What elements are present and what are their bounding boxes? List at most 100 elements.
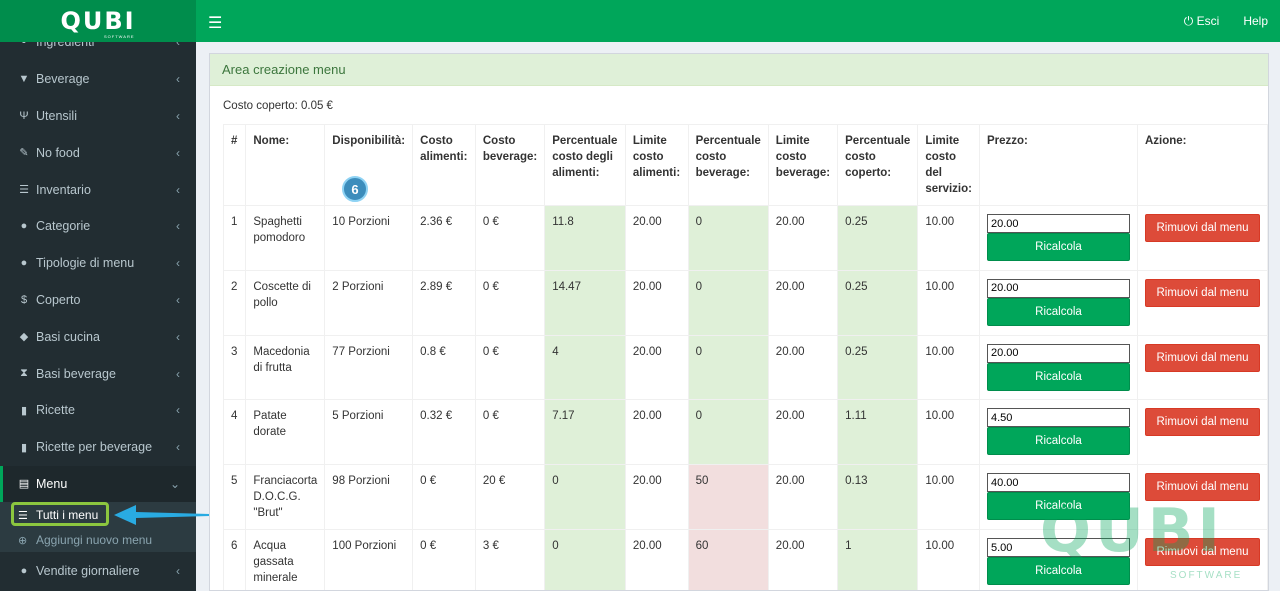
cell-pc: 0.25 <box>837 205 919 271</box>
chevron-left-icon: ‹ <box>176 329 180 344</box>
glass-icon: ▼ <box>18 73 30 86</box>
cell-pa: 11.8 <box>544 205 626 271</box>
logout-link[interactable]: ⏻ Esci <box>1184 14 1220 29</box>
power-icon: ⏻ <box>1183 14 1194 28</box>
logo-subtitle: SOFTWARE <box>104 34 135 39</box>
sidebar-item-basi-cucina[interactable]: ◆ Basi cucina ‹ <box>0 318 196 355</box>
remove-from-menu-button[interactable]: Rimuovi dal menu <box>1144 408 1260 437</box>
sidebar-item-label: Menu <box>36 476 68 491</box>
price-input[interactable] <box>986 214 1130 233</box>
remove-from-menu-button[interactable]: Rimuovi dal menu <box>1144 473 1260 502</box>
sidebar-item-ricette[interactable]: ▮ Ricette ‹ <box>0 392 196 429</box>
cell-price: Ricalcola <box>978 269 1138 336</box>
cell-pb: 0 <box>687 269 769 336</box>
cell-action: Rimuovi dal menu <box>1136 334 1268 401</box>
column-header: Limite costo beverage: <box>767 124 839 206</box>
cell-ca: 2.89 € <box>412 269 476 336</box>
sidebar-item-utensili[interactable]: Ψ Utensili ‹ <box>0 98 196 135</box>
sidebar-item-inventario[interactable]: ☰ Inventario ‹ <box>0 171 196 208</box>
price-input[interactable] <box>986 408 1130 428</box>
cell-disp: 5 Porzioni <box>324 399 414 466</box>
cell-cb: 3 € <box>474 529 546 590</box>
cell-pa: 4 <box>544 334 626 401</box>
sidebar-item-beverage[interactable]: ▼ Beverage ‹ <box>0 61 196 98</box>
price-input[interactable] <box>986 473 1130 493</box>
cell-price: Ricalcola <box>978 529 1138 590</box>
sidebar-menu: ▪ Ingredienti ‹ ▼ Beverage ‹ Ψ Utensili ‹ ✎ No foo… <box>0 24 196 589</box>
sidebar-item-label: Categorie <box>36 219 91 234</box>
cell-action: Rimuovi dal menu <box>1136 269 1268 336</box>
highlight-frame <box>11 502 109 526</box>
cell-pc: 0.13 <box>837 464 919 531</box>
sidebar-item-categorie[interactable]: ● Categorie ‹ <box>0 208 196 245</box>
cell-action: Rimuovi dal menu <box>1136 205 1268 271</box>
sidebar-item-label: Inventario <box>36 182 91 197</box>
cell-pa: 0 <box>544 464 626 531</box>
cell-n: 4 <box>222 399 247 466</box>
cell-disp: 98 Porzioni <box>324 464 414 531</box>
column-header: Percentuale costo beverage: <box>687 124 769 206</box>
list-icon: ☰ <box>19 184 29 197</box>
table-row: 4 Patate dorate 5 Porzioni 0.32 €0 €7.17 20.… <box>222 399 1268 466</box>
recalc-button[interactable]: Ricalcola <box>986 362 1130 391</box>
table-header-row: # Nome: Disponibilità: Costo alimenti: Costo… <box>222 124 1268 206</box>
recalc-button[interactable]: Ricalcola <box>986 233 1130 261</box>
cell-pc: 0.25 <box>837 334 919 401</box>
cell-ls: 10.00 <box>917 464 980 531</box>
cell-ls: 10.00 <box>917 529 980 590</box>
remove-from-menu-button[interactable]: Rimuovi dal menu <box>1144 343 1260 372</box>
sidebar-item-coperto[interactable]: $ Coperto ‹ <box>0 282 196 319</box>
column-header: # <box>222 124 247 206</box>
chevron-left-icon: ‹ <box>176 292 180 307</box>
column-header: Nome: <box>245 124 326 206</box>
sidebar-item-label: Basi cucina <box>36 329 100 344</box>
sidebar-item-label: Coperto <box>36 292 81 307</box>
sidebar-item-menu[interactable]: ▤ Menu ⌄ <box>0 465 196 503</box>
table-row: 1 Spaghetti pomodoro 10 Porzioni 2.36 €0 €1… <box>222 205 1268 271</box>
cell-price: Ricalcola <box>978 334 1138 401</box>
help-link[interactable]: Help <box>1243 14 1268 28</box>
remove-from-menu-button[interactable]: Rimuovi dal menu <box>1144 278 1260 307</box>
cell-pb: 0 <box>687 205 769 271</box>
recalc-button[interactable]: Ricalcola <box>986 492 1130 521</box>
price-input[interactable] <box>986 538 1130 558</box>
sidebar-item-basi-beverage[interactable]: ⧗ Basi beverage ‹ <box>0 355 196 392</box>
sidebar-item-tipologie-di-menu[interactable]: ● Tipologie di menu ‹ <box>0 245 196 282</box>
sidebar-item-ricette-per-beverage[interactable]: ▮ Ricette per beverage ‹ <box>0 429 196 466</box>
table-row: 2 Coscette di pollo 2 Porzioni 2.89 €0 €14.… <box>222 269 1268 336</box>
logo[interactable]: QUBI SOFTWARE <box>0 0 196 42</box>
cell-name: Patate dorate <box>245 399 326 466</box>
cell-la: 20.00 <box>624 529 689 590</box>
cell-lb: 20.00 <box>767 464 839 531</box>
remove-from-menu-button[interactable]: Rimuovi dal menu <box>1144 214 1260 242</box>
hamburger-icon[interactable]: ☰ <box>208 15 223 32</box>
sidebar-item-label: Tipologie di menu <box>36 256 135 271</box>
chevron-left-icon: ‹ <box>176 182 180 197</box>
cell-disp: 2 Porzioni <box>324 269 414 336</box>
sidebar-item-no-food[interactable]: ✎ No food ‹ <box>0 134 196 171</box>
submenu-item-0[interactable]: ☰ Tutti i menu <box>0 502 196 528</box>
cell-pa: 14.47 <box>544 269 626 336</box>
sidebar-item-vendite-giornaliere[interactable]: ● Vendite giornaliere ‹ <box>0 552 196 589</box>
price-input[interactable] <box>986 343 1130 363</box>
recalc-button[interactable]: Ricalcola <box>986 427 1130 456</box>
cell-pc: 0.25 <box>837 269 919 336</box>
table-row: 5 Franciacorta D.O.C.G. "Brut" 98 Porzioni… <box>222 464 1268 531</box>
menu-panel: Area creazione menu Costo coperto: 0.05 … <box>209 53 1269 591</box>
menu-list-icon: ▤ <box>18 478 30 491</box>
recalc-button[interactable]: Ricalcola <box>986 557 1130 586</box>
file-icon: ▮ <box>20 441 28 454</box>
chevron-left-icon: ‹ <box>176 440 180 455</box>
list-icon: ☰ <box>18 509 28 522</box>
price-input[interactable] <box>986 278 1130 298</box>
cell-cb: 20 € <box>474 464 546 531</box>
table-body: 1 Spaghetti pomodoro 10 Porzioni 2.36 €0 €1… <box>222 205 1268 590</box>
cell-la: 20.00 <box>624 205 689 271</box>
cell-n: 3 <box>222 334 247 401</box>
remove-from-menu-button[interactable]: Rimuovi dal menu <box>1144 538 1260 567</box>
recalc-button[interactable]: Ricalcola <box>986 297 1130 326</box>
submenu-menu: ☰ Tutti i menu ⊕ Aggiungi nuovo menu <box>0 502 196 553</box>
chevron-left-icon: ‹ <box>176 563 180 578</box>
cell-la: 20.00 <box>624 464 689 531</box>
submenu-item-1[interactable]: ⊕ Aggiungi nuovo menu <box>0 528 196 552</box>
